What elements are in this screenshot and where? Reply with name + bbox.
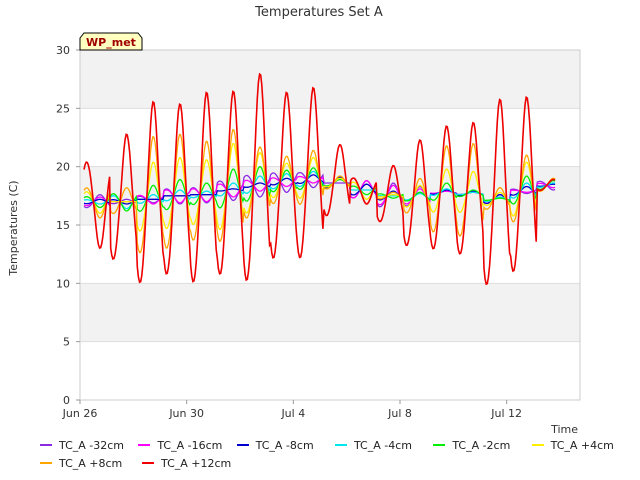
legend: TC_A -32cm TC_A -16cm TC_A -8cm TC_A -4cm TC… [40,436,630,472]
legend-swatch [334,444,347,446]
legend-swatch [40,444,52,446]
site-badge-label: WP_met [86,36,136,49]
legend-label: TC_A -16cm [157,438,223,452]
y-tick-label: 30 [56,44,70,57]
series-layer [83,72,556,286]
legend-label: TC_A +8cm [59,456,123,470]
legend-swatch [531,444,544,446]
series-line-7 [83,72,556,286]
x-axis-label: Time [550,423,578,436]
y-tick-label: 10 [56,277,70,290]
chart-title: Temperatures Set A [254,5,383,20]
legend-item: TC_A +4cm [531,438,630,452]
legend-item: TC_A +12cm [142,457,244,470]
legend-item: TC_A -32cm [40,439,138,452]
y-tick-label: 25 [56,102,70,115]
legend-label: TC_A -4cm [353,438,412,452]
y-tick-label: 15 [56,219,70,232]
legend-swatch [142,462,154,464]
site-badge: WP_met [79,32,143,51]
legend-swatch [236,444,249,446]
legend-row: TC_A -32cm TC_A -16cm TC_A -8cm TC_A -4cm TC… [40,436,630,454]
legend-swatch [138,444,151,446]
x-tick-label: Jun 30 [168,407,204,420]
legend-label: TC_A -8cm [255,438,314,452]
legend-label: TC_A -2cm [452,438,511,452]
legend-item: TC_A -8cm [236,438,335,452]
legend-swatch [433,444,446,446]
x-tick-label: Jul 8 [387,407,412,420]
axes: 0 5 10 15 20 25 30 Jun 26 Jun 30 Jul 4 Jul 8 Jul 12 [56,44,581,420]
legend-item: TC_A +8cm [40,457,142,470]
legend-item: TC_A -16cm [138,439,236,452]
y-axis-label: Temperatures (C) [7,180,20,276]
x-tick-label: Jun 26 [62,407,98,420]
y-tick-label: 20 [56,161,70,174]
legend-item: TC_A -4cm [334,438,433,452]
y-tick-label: 5 [63,336,70,349]
legend-label: TC_A +12cm [161,456,232,470]
legend-label: TC_A +4cm [550,438,614,452]
legend-item: TC_A -2cm [433,439,531,452]
x-tick-label: Jul 12 [490,407,522,420]
legend-row: TC_A +8cm TC_A +12cm [40,454,630,472]
y-tick-label: 0 [63,394,70,407]
legend-swatch [40,462,52,464]
legend-label: TC_A -32cm [59,438,125,452]
x-tick-label: Jul 4 [280,407,305,420]
